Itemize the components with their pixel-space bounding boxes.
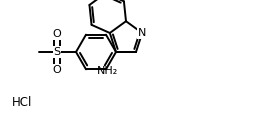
Text: HCl: HCl [12,97,32,109]
Text: O: O [53,65,61,75]
Text: NH₂: NH₂ [97,66,118,76]
Text: S: S [54,47,61,57]
Text: N: N [138,28,146,38]
Text: O: O [53,29,61,39]
